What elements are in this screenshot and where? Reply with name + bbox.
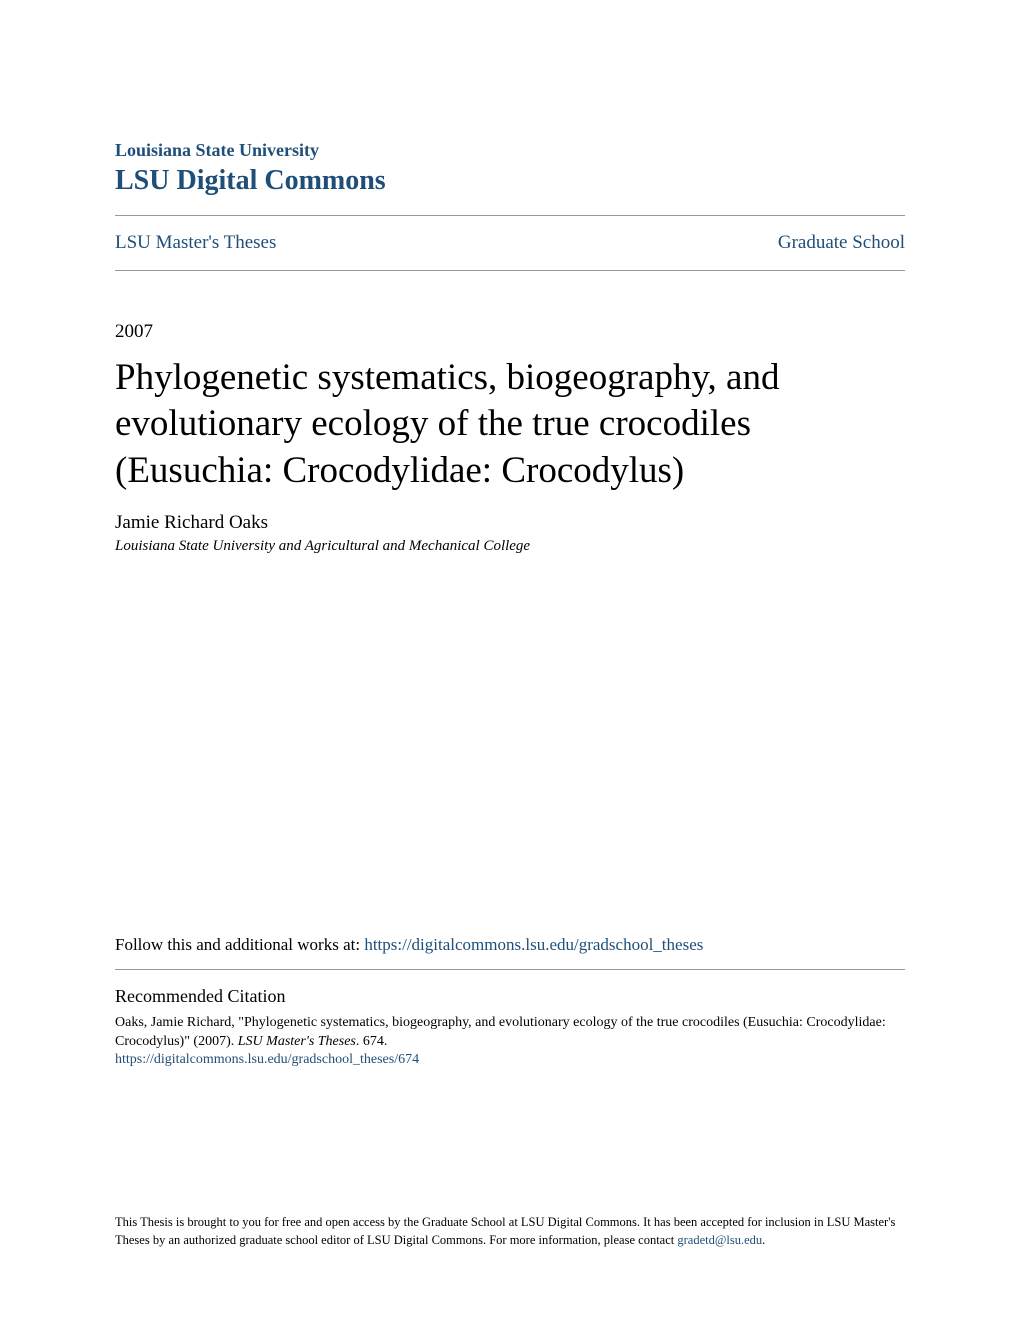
citation-part2: . 674. (356, 1034, 388, 1049)
footer-text-part1: This Thesis is brought to you for free a… (115, 1215, 895, 1248)
author-affiliation: Louisiana State University and Agricultu… (115, 538, 905, 555)
document-title: Phylogenetic systematics, biogeography, … (115, 355, 905, 494)
follow-label: Follow this and additional works at: (115, 935, 364, 954)
author-name: Jamie Richard Oaks (115, 512, 905, 534)
citation-url[interactable]: https://digitalcommons.lsu.edu/gradschoo… (115, 1052, 905, 1068)
follow-section: Follow this and additional works at: htt… (115, 935, 905, 969)
divider-breadcrumb (115, 270, 905, 271)
follow-link[interactable]: https://digitalcommons.lsu.edu/gradschoo… (364, 935, 703, 954)
repository-name[interactable]: LSU Digital Commons (115, 165, 905, 197)
institution-name: Louisiana State University (115, 140, 905, 161)
citation-part1: Oaks, Jamie Richard, "Phylogenetic syste… (115, 1015, 886, 1050)
publication-year: 2007 (115, 321, 905, 343)
breadcrumb-school[interactable]: Graduate School (778, 232, 905, 254)
footer-section: This Thesis is brought to you for free a… (115, 1213, 905, 1251)
breadcrumb: LSU Master's Theses Graduate School (115, 216, 905, 270)
citation-italic: LSU Master's Theses (238, 1034, 356, 1049)
breadcrumb-collection[interactable]: LSU Master's Theses (115, 232, 276, 254)
footer-email[interactable]: gradetd@lsu.edu (677, 1233, 762, 1247)
citation-text: Oaks, Jamie Richard, "Phylogenetic syste… (115, 1013, 905, 1052)
citation-heading: Recommended Citation (115, 986, 905, 1007)
citation-section: Recommended Citation Oaks, Jamie Richard… (115, 970, 905, 1068)
footer-text-part2: . (762, 1233, 765, 1247)
